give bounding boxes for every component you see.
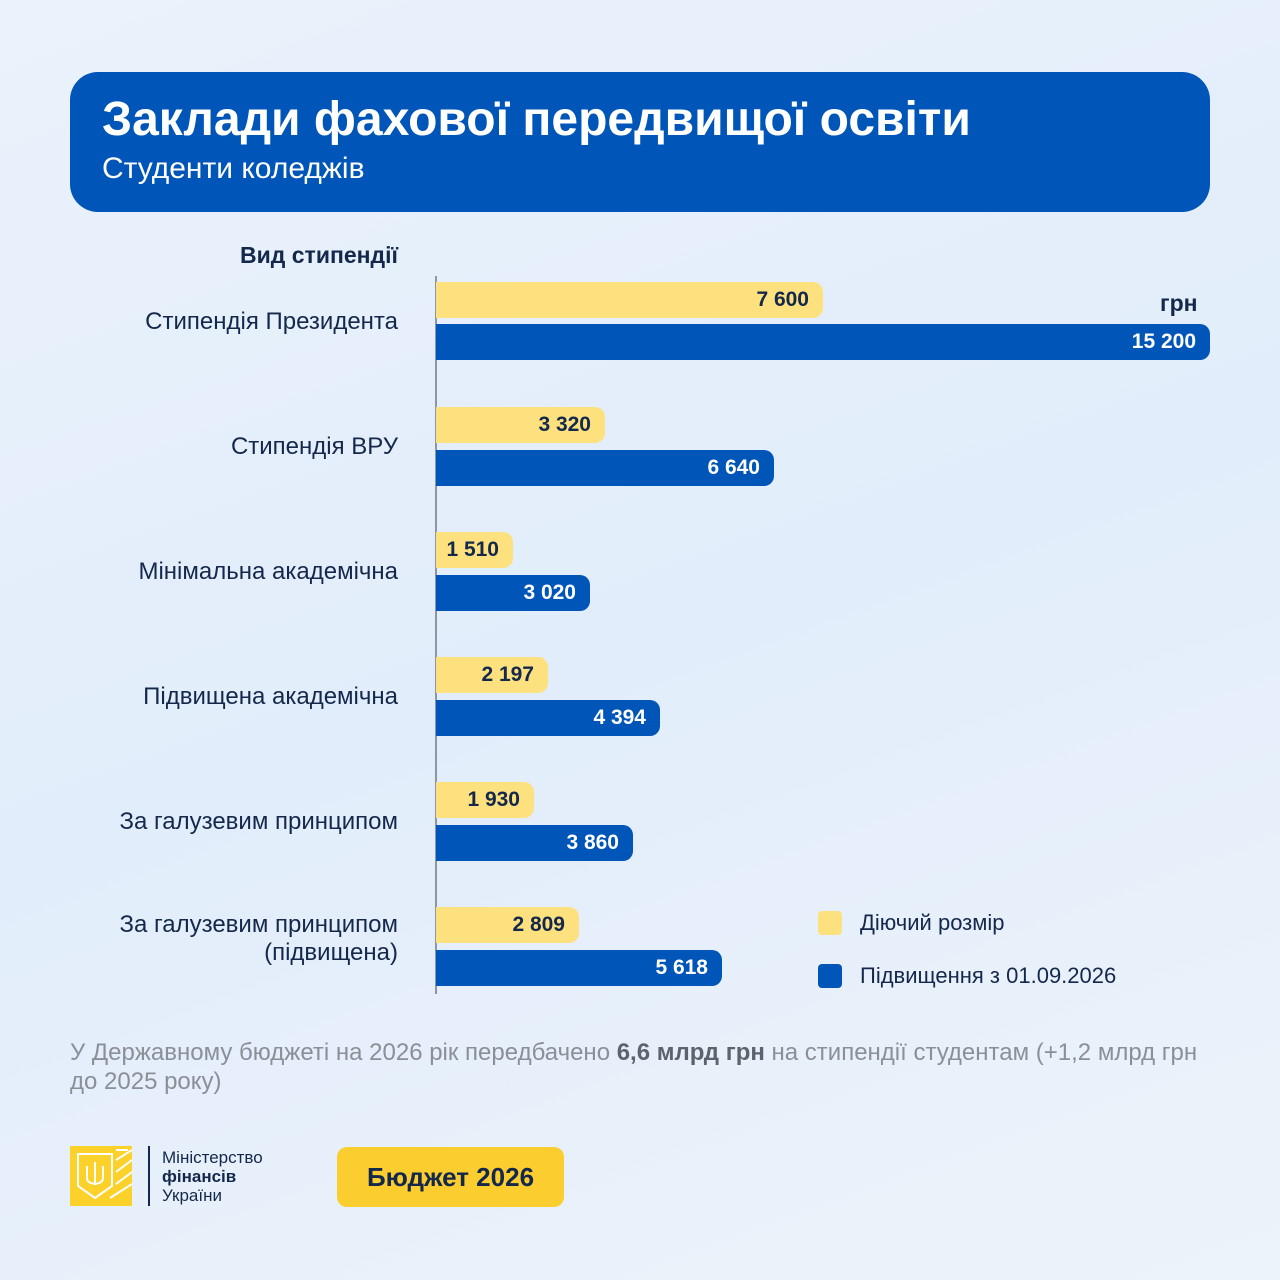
ministry-line: України — [162, 1185, 222, 1205]
legend-label: Діючий розмір — [860, 910, 1005, 935]
legend-item-increase: Підвищення з 01.09.2026 — [818, 963, 1116, 989]
bar-current: 2 809 — [436, 907, 579, 943]
category-label: За галузевим принципом — [119, 808, 399, 835]
bar-current: 7 600 — [436, 282, 823, 318]
category-label: Стипендія Президента — [145, 308, 398, 335]
data-label: 1 510 — [446, 538, 499, 561]
trident-emblem-icon — [70, 1146, 133, 1206]
unit-label: грн — [1160, 290, 1198, 316]
data-label: 6 640 — [707, 456, 760, 479]
legend-swatch — [818, 911, 842, 935]
divider — [148, 1146, 150, 1206]
bar-increase: 15 200 — [436, 324, 1210, 360]
data-label: 3 020 — [523, 581, 576, 604]
data-label: 7 600 — [756, 288, 809, 311]
page-title: Заклади фахової передвищої освіти — [102, 93, 971, 146]
data-label: 3 860 — [566, 831, 619, 854]
data-label: 3 320 — [538, 413, 591, 436]
note-text: на стипендії студентам (+1,2 млрд грн до… — [70, 1039, 1198, 1095]
data-label: 15 200 — [1131, 330, 1196, 353]
category-label: За галузевим принципом (підвищена) — [119, 911, 399, 966]
bar-current: 1 930 — [436, 782, 534, 818]
category-label: Підвищена академічна — [143, 683, 398, 710]
category-label: Стипендія ВРУ — [230, 433, 398, 460]
bar-increase: 5 618 — [436, 950, 722, 986]
bar-current: 1 510 — [436, 532, 513, 568]
bar-increase: 4 394 — [436, 700, 660, 736]
budget-badge: Бюджет 2026 — [337, 1147, 564, 1207]
data-label: 2 809 — [512, 913, 565, 936]
header-banner: Заклади фахової передвищої освіти Студен… — [70, 72, 1210, 212]
ministry-line: фінансів — [162, 1166, 237, 1186]
bar-current: 3 320 — [436, 407, 605, 443]
budget-note: У Державному бюджеті на 2026 рік передба… — [70, 1038, 1210, 1096]
axis-line — [435, 276, 437, 994]
note-text: У Державному бюджеті на 2026 рік передба… — [70, 1039, 617, 1066]
legend-item-current: Діючий розмір — [818, 910, 1005, 936]
page-subtitle: Студенти коледжів — [102, 152, 365, 185]
bar-increase: 3 020 — [436, 575, 590, 611]
data-label: 2 197 — [481, 663, 534, 686]
bar-increase: 3 860 — [436, 825, 633, 861]
category-label: Мінімальна академічна — [138, 558, 398, 585]
bar-increase: 6 640 — [436, 450, 774, 486]
data-label: 4 394 — [593, 706, 646, 729]
note-highlight: 6,6 млрд грн — [616, 1039, 765, 1066]
ministry-name: Міністерство фінансів України — [162, 1148, 263, 1205]
data-label: 1 930 — [467, 788, 520, 811]
legend-swatch — [818, 964, 842, 988]
ministry-line: Міністерство — [162, 1147, 263, 1167]
bar-current: 2 197 — [436, 657, 548, 693]
axis-title: Вид стипендії — [240, 242, 398, 268]
legend-label: Підвищення з 01.09.2026 — [860, 963, 1117, 988]
data-label: 5 618 — [655, 956, 708, 979]
ministry-logo: Міністерство фінансів України — [70, 1146, 263, 1206]
